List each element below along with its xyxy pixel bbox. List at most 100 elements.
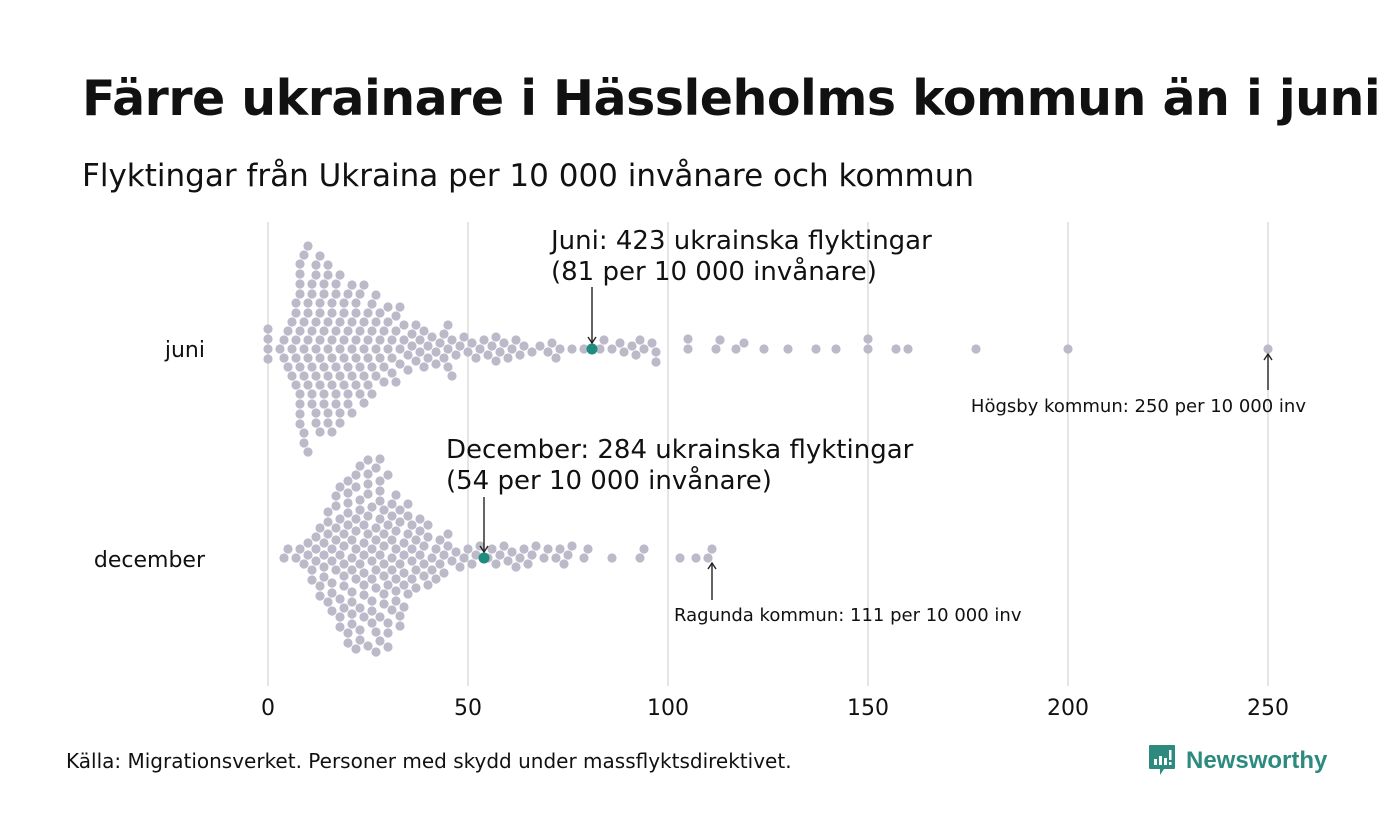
dot-december-13 bbox=[315, 523, 325, 533]
dot-december-149 bbox=[407, 544, 417, 554]
dot-december-103 bbox=[375, 496, 385, 506]
dot-juni-57 bbox=[315, 298, 325, 308]
december-outlier-label: Ragunda kommun: 111 per 10 000 inv bbox=[674, 605, 1022, 626]
dot-juni-181 bbox=[475, 344, 485, 354]
dot-juni-139 bbox=[383, 317, 393, 327]
dot-juni-214 bbox=[683, 344, 693, 354]
newsworthy-logo-icon bbox=[1149, 745, 1175, 775]
dot-juni-60 bbox=[319, 326, 329, 336]
dot-juni-157 bbox=[411, 320, 421, 330]
dot-december-118 bbox=[383, 618, 393, 628]
dot-juni-229 bbox=[1063, 344, 1073, 354]
dot-december-10 bbox=[311, 544, 321, 554]
dot-december-179 bbox=[467, 559, 477, 569]
dot-december-183 bbox=[487, 544, 497, 554]
dot-juni-86 bbox=[335, 317, 345, 327]
dot-juni-75 bbox=[327, 308, 337, 318]
dot-juni-3 bbox=[263, 324, 273, 334]
dot-juni-228 bbox=[971, 344, 981, 354]
dot-juni-160 bbox=[419, 326, 429, 336]
dot-juni-153 bbox=[403, 365, 413, 375]
dot-juni-176 bbox=[455, 341, 465, 351]
dot-juni-40 bbox=[307, 326, 317, 336]
juni-highlight-label-line1: Juni: 423 ukrainska flyktingar bbox=[549, 226, 932, 256]
dot-juni-61 bbox=[319, 362, 329, 372]
dot-december-32 bbox=[331, 491, 341, 501]
dot-juni-93 bbox=[339, 308, 349, 318]
dot-juni-50 bbox=[311, 270, 321, 280]
arrow-juni-outlier-head bbox=[1263, 352, 1273, 361]
dot-december-166 bbox=[431, 544, 441, 554]
dot-december-189 bbox=[511, 562, 521, 572]
dot-juni-73 bbox=[327, 335, 337, 345]
dot-juni-123 bbox=[363, 380, 373, 390]
dot-juni-18 bbox=[295, 362, 305, 372]
dot-juni-220 bbox=[759, 344, 769, 354]
dot-juni-219 bbox=[739, 338, 749, 348]
dot-december-135 bbox=[395, 517, 405, 527]
dot-december-9 bbox=[311, 556, 321, 566]
dot-december-159 bbox=[419, 541, 429, 551]
dot-juni-206 bbox=[619, 347, 629, 357]
dot-december-207 bbox=[675, 553, 685, 563]
dot-juni-137 bbox=[379, 377, 389, 387]
dot-juni-25 bbox=[295, 419, 305, 429]
dot-december-147 bbox=[403, 499, 413, 509]
x-tick-label-150: 150 bbox=[847, 696, 889, 721]
dot-december-132 bbox=[391, 596, 401, 606]
dot-december-78 bbox=[359, 590, 369, 600]
dot-december-79 bbox=[359, 612, 369, 622]
dot-december-85 bbox=[363, 641, 373, 651]
dot-december-126 bbox=[387, 605, 397, 615]
dot-december-4 bbox=[299, 559, 309, 569]
dot-juni-136 bbox=[379, 362, 389, 372]
dot-juni-15 bbox=[291, 380, 301, 390]
dot-december-121 bbox=[383, 642, 393, 652]
dot-december-0 bbox=[279, 553, 289, 563]
dot-juni-87 bbox=[335, 371, 345, 381]
dot-december-199 bbox=[559, 559, 569, 569]
dot-december-73 bbox=[359, 550, 369, 560]
dot-juni-208 bbox=[631, 350, 641, 360]
dot-december-115 bbox=[379, 505, 389, 515]
dot-december-70 bbox=[355, 625, 365, 635]
dot-juni-184 bbox=[487, 341, 497, 351]
juni-outlier-label: Högsby kommun: 250 per 10 000 inv bbox=[971, 396, 1306, 417]
dot-juni-118 bbox=[359, 398, 369, 408]
dot-juni-225 bbox=[863, 334, 873, 344]
dot-december-122 bbox=[387, 553, 397, 563]
dot-december-59 bbox=[351, 544, 361, 554]
dot-juni-177 bbox=[459, 332, 469, 342]
dot-december-66 bbox=[355, 559, 365, 569]
dot-juni-2 bbox=[263, 354, 273, 364]
dot-juni-223 bbox=[831, 344, 841, 354]
juni-highlight-label-line2: (81 per 10 000 invånare) bbox=[551, 256, 877, 287]
dot-juni-221 bbox=[783, 344, 793, 354]
dot-december-88 bbox=[367, 544, 377, 554]
dot-juni-92 bbox=[339, 353, 349, 363]
dot-juni-212 bbox=[651, 347, 661, 357]
arrow-december-outlier-head bbox=[707, 561, 717, 570]
dot-juni-111 bbox=[355, 326, 365, 336]
dot-juni-161 bbox=[419, 362, 429, 372]
dot-juni-218 bbox=[731, 344, 741, 354]
grid-lines bbox=[267, 222, 1269, 686]
dot-december-23 bbox=[327, 556, 337, 566]
dot-december-209 bbox=[703, 553, 713, 563]
dot-december-143 bbox=[399, 602, 409, 612]
dot-december-160 bbox=[419, 571, 429, 581]
dot-december-163 bbox=[423, 520, 433, 530]
dot-december-190 bbox=[515, 553, 525, 563]
dot-juni-201 bbox=[579, 344, 589, 354]
dot-december-113 bbox=[379, 589, 389, 599]
dot-december-193 bbox=[527, 550, 537, 560]
dot-juni-55 bbox=[315, 308, 325, 318]
dot-december-129 bbox=[391, 574, 401, 584]
dot-juni-174 bbox=[447, 371, 457, 381]
dot-juni-77 bbox=[327, 298, 337, 308]
dot-juni-81 bbox=[331, 389, 341, 399]
dot-december-105 bbox=[375, 486, 385, 496]
dot-december-142 bbox=[399, 580, 409, 590]
dot-december-38 bbox=[335, 482, 345, 492]
dot-juni-169 bbox=[439, 329, 449, 339]
